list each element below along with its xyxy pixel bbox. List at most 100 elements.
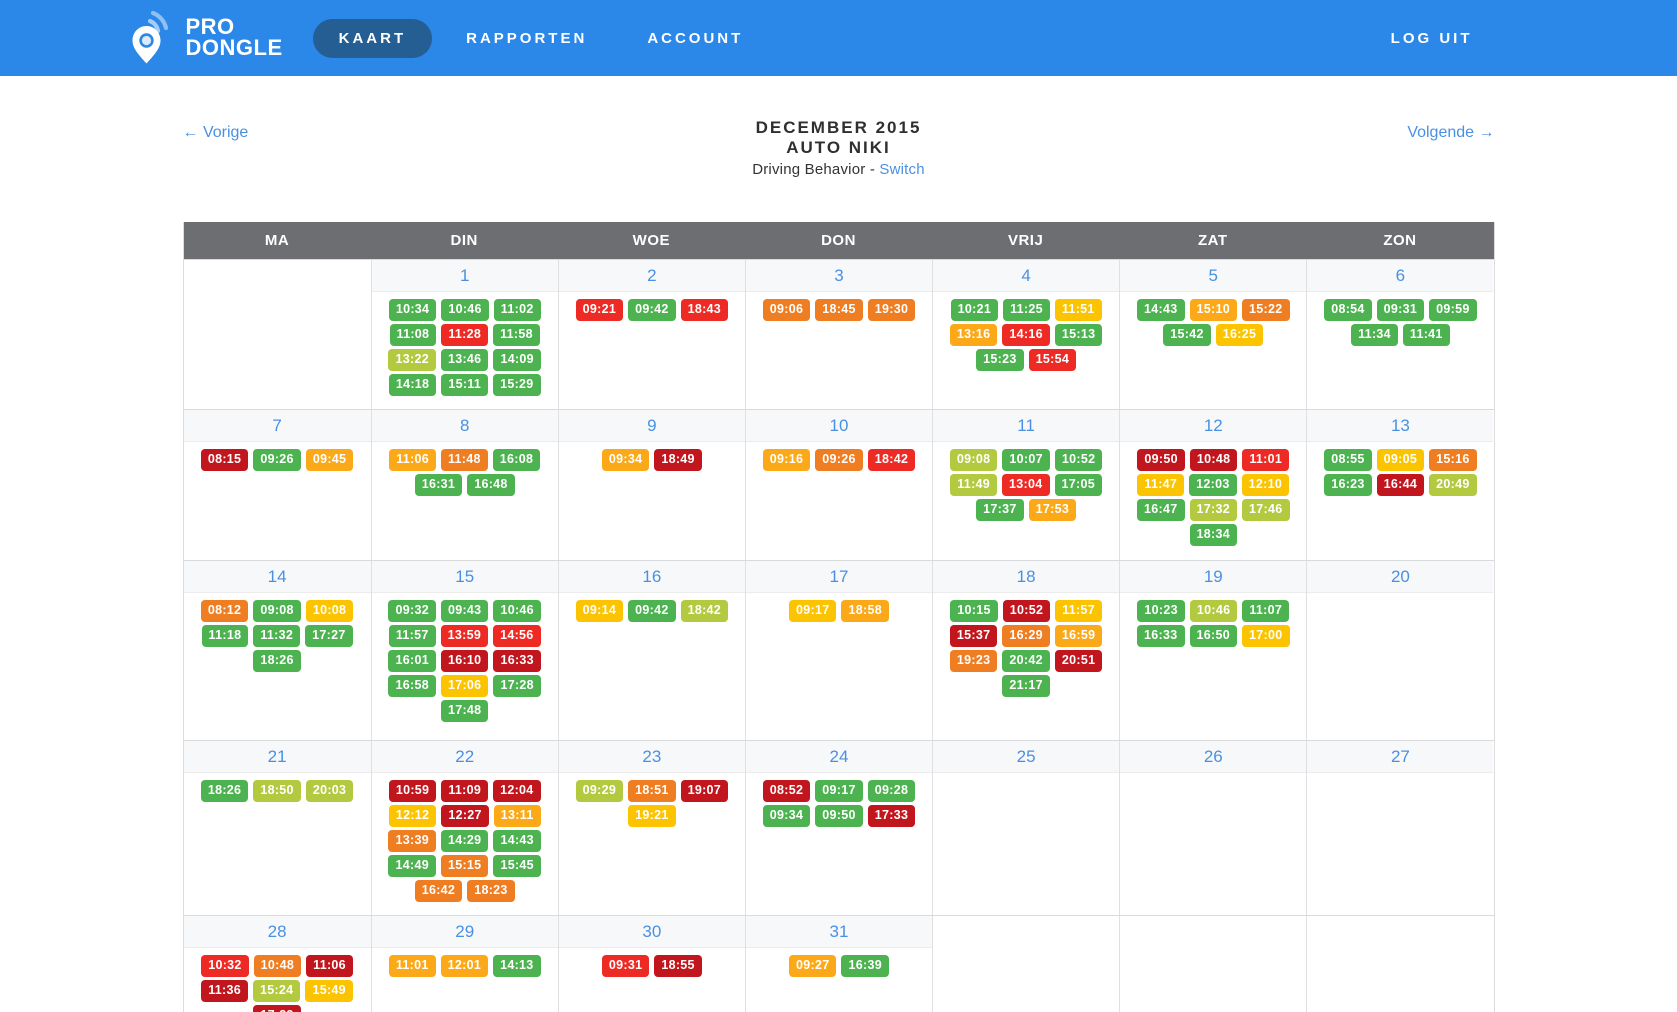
trip-time-badge[interactable]: 09:45 [305, 448, 354, 471]
trip-time-badge[interactable]: 12:27 [441, 804, 489, 827]
trip-time-badge[interactable]: 09:43 [440, 599, 489, 622]
trip-time-badge[interactable]: 09:59 [1429, 298, 1477, 321]
trip-time-badge[interactable]: 15:15 [440, 854, 489, 877]
trip-time-badge[interactable]: 18:42 [680, 599, 729, 622]
trip-time-badge[interactable]: 13:22 [388, 348, 436, 371]
trip-time-badge[interactable]: 15:45 [493, 854, 541, 877]
previous-month-link[interactable]: ← Vorige [182, 124, 249, 141]
day-number[interactable]: 25 [933, 741, 1120, 773]
trip-time-badge[interactable]: 09:14 [575, 599, 624, 622]
trip-time-badge[interactable]: 16:50 [1189, 624, 1238, 647]
trip-time-badge[interactable]: 13:16 [949, 323, 998, 346]
trip-time-badge[interactable]: 18:51 [628, 779, 676, 802]
trip-time-badge[interactable]: 18:23 [467, 879, 515, 902]
trip-time-badge[interactable]: 11:32 [253, 624, 301, 647]
trip-time-badge[interactable]: 11:01 [1242, 448, 1290, 471]
day-number[interactable]: 4 [933, 260, 1120, 292]
trip-time-badge[interactable]: 16:31 [414, 473, 463, 496]
trip-time-badge[interactable]: 12:10 [1241, 473, 1290, 496]
nav-item-account[interactable]: ACCOUNT [647, 29, 744, 47]
trip-time-badge[interactable]: 14:18 [388, 373, 437, 396]
trip-time-badge[interactable]: 14:43 [1137, 298, 1185, 321]
day-number[interactable]: 22 [371, 741, 558, 773]
trip-time-badge[interactable]: 10:32 [201, 954, 249, 977]
day-number[interactable]: 5 [1120, 260, 1307, 292]
trip-time-badge[interactable]: 16:23 [1324, 473, 1372, 496]
day-number[interactable]: 29 [371, 916, 558, 948]
trip-time-badge[interactable]: 09:05 [1376, 448, 1425, 471]
day-number[interactable]: 28 [183, 916, 371, 948]
trip-time-badge[interactable]: 19:30 [867, 298, 916, 321]
trip-time-badge[interactable]: 12:12 [388, 804, 437, 827]
trip-time-badge[interactable]: 10:15 [950, 599, 998, 622]
trip-time-badge[interactable]: 17:28 [493, 674, 541, 697]
trip-time-badge[interactable]: 11:28 [441, 323, 489, 346]
trip-time-badge[interactable]: 18:49 [654, 448, 702, 471]
trip-time-badge[interactable]: 09:42 [628, 599, 676, 622]
day-number[interactable]: 31 [745, 916, 933, 948]
trip-time-badge[interactable]: 08:55 [1324, 448, 1372, 471]
trip-time-badge[interactable]: 10:52 [1054, 448, 1103, 471]
trip-time-badge[interactable]: 21:17 [1002, 674, 1050, 697]
day-number[interactable]: 26 [1120, 741, 1307, 773]
nav-item-rapporten[interactable]: RAPPORTEN [466, 29, 588, 47]
trip-time-badge[interactable]: 18:50 [253, 779, 301, 802]
trip-time-badge[interactable]: 11:06 [306, 954, 353, 977]
trip-time-badge[interactable]: 20:03 [305, 779, 354, 802]
brand-logo[interactable]: PRO DONGLE [131, 11, 283, 65]
trip-time-badge[interactable]: 09:32 [388, 599, 436, 622]
trip-time-badge[interactable]: 09:08 [253, 599, 301, 622]
trip-time-badge[interactable]: 10:59 [388, 779, 437, 802]
day-number[interactable]: 27 [1307, 741, 1494, 773]
trip-time-badge[interactable]: 11:51 [1054, 298, 1102, 321]
trip-time-badge[interactable]: 16:48 [467, 473, 515, 496]
trip-time-badge[interactable]: 13:04 [1002, 473, 1050, 496]
trip-time-badge[interactable]: 09:28 [867, 779, 916, 802]
trip-time-badge[interactable]: 11:57 [388, 624, 436, 647]
day-number[interactable]: 19 [1120, 561, 1307, 593]
trip-time-badge[interactable]: 15:22 [1242, 298, 1290, 321]
day-number[interactable]: 23 [558, 741, 745, 773]
trip-time-badge[interactable]: 14:09 [493, 348, 541, 371]
trip-time-badge[interactable]: 20:49 [1429, 473, 1477, 496]
trip-time-badge[interactable]: 20:51 [1054, 649, 1103, 672]
trip-time-badge[interactable]: 11:06 [389, 448, 436, 471]
trip-time-badge[interactable]: 16:10 [440, 649, 489, 672]
trip-time-badge[interactable]: 10:52 [1002, 599, 1051, 622]
trip-time-badge[interactable]: 12:03 [1189, 473, 1237, 496]
trip-time-badge[interactable]: 16:01 [388, 649, 436, 672]
day-number[interactable]: 16 [558, 561, 745, 593]
logout-link[interactable]: LOG UIT [1390, 29, 1473, 47]
trip-time-badge[interactable]: 13:46 [440, 348, 489, 371]
day-number[interactable]: 20 [1307, 561, 1494, 593]
trip-time-badge[interactable]: 12:01 [440, 954, 489, 977]
trip-time-badge[interactable]: 09:16 [762, 448, 811, 471]
next-month-link[interactable]: Volgende → [1407, 124, 1495, 141]
trip-time-badge[interactable]: 14:16 [1002, 323, 1050, 346]
trip-time-badge[interactable]: 20:42 [1002, 649, 1050, 672]
trip-time-badge[interactable]: 09:27 [789, 954, 837, 977]
trip-time-badge[interactable]: 09:31 [1376, 298, 1425, 321]
trip-time-badge[interactable]: 11:02 [493, 298, 541, 321]
trip-time-badge[interactable]: 14:49 [388, 854, 436, 877]
day-number[interactable]: 18 [933, 561, 1120, 593]
trip-time-badge[interactable]: 15:42 [1163, 323, 1211, 346]
trip-time-badge[interactable]: 10:21 [950, 298, 999, 321]
trip-time-badge[interactable]: 15:29 [493, 373, 541, 396]
trip-time-badge[interactable]: 18:26 [253, 649, 301, 672]
day-number[interactable]: 1 [371, 260, 558, 292]
day-number[interactable]: 6 [1307, 260, 1494, 292]
trip-time-badge[interactable]: 10:07 [1002, 448, 1050, 471]
day-number[interactable]: 7 [183, 410, 371, 442]
day-number[interactable]: 8 [371, 410, 558, 442]
trip-time-badge[interactable]: 10:48 [1189, 448, 1238, 471]
trip-time-badge[interactable]: 10:46 [1189, 599, 1238, 622]
trip-time-badge[interactable]: 18:34 [1189, 523, 1238, 546]
trip-time-badge[interactable]: 17:05 [1054, 473, 1102, 496]
trip-time-badge[interactable]: 11:18 [201, 624, 249, 647]
trip-time-badge[interactable]: 17:33 [867, 804, 916, 827]
trip-time-badge[interactable]: 11:41 [1402, 323, 1450, 346]
trip-time-badge[interactable]: 11:25 [1003, 298, 1050, 321]
trip-time-badge[interactable]: 16:33 [1137, 624, 1185, 647]
trip-time-badge[interactable]: 16:58 [388, 674, 436, 697]
